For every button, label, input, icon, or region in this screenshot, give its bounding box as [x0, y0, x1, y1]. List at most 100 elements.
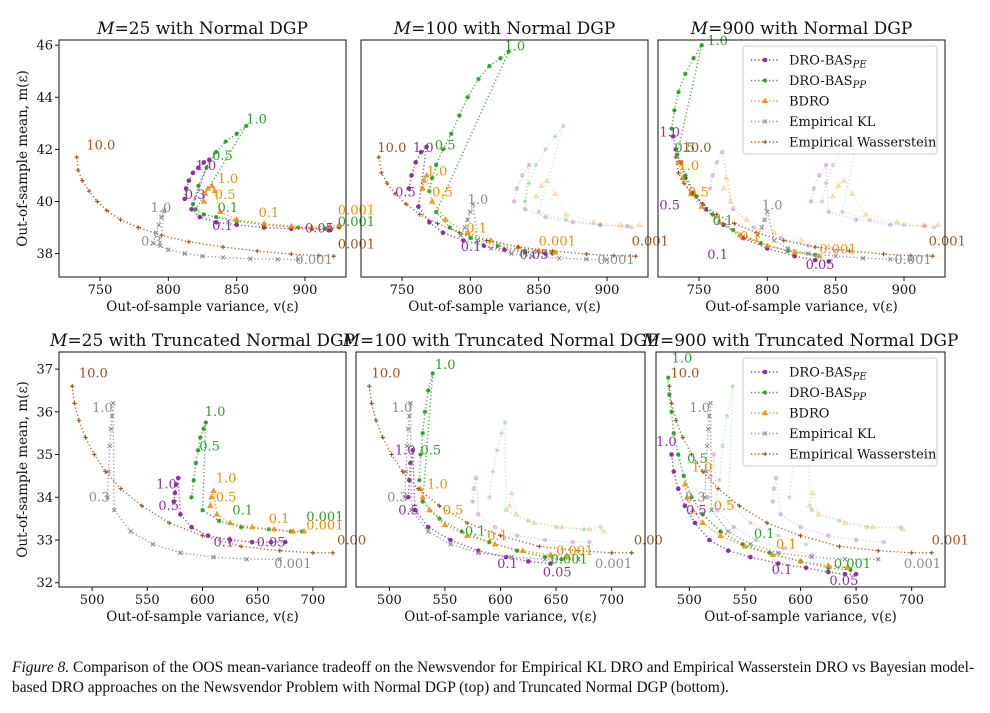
data-point	[724, 413, 730, 419]
point-annotation: 0.1	[212, 219, 233, 234]
data-point	[474, 238, 480, 243]
data-point	[103, 469, 108, 474]
series-kl	[755, 209, 914, 263]
legend-entry-bdro: BDRO	[751, 407, 829, 422]
chart-title: M=900 with Truncated Normal DGP	[642, 331, 959, 351]
point-annotation: 0.5	[686, 503, 707, 518]
data-point	[464, 532, 471, 538]
data-point	[847, 248, 852, 254]
data-point	[529, 253, 535, 259]
data-point	[336, 225, 342, 230]
point-annotation: 0.5	[212, 149, 233, 164]
data-point	[775, 561, 781, 566]
data-point	[842, 556, 848, 562]
legend-marker	[762, 431, 768, 436]
point-annotation: 0.5	[688, 185, 709, 200]
data-point	[758, 240, 763, 246]
data-point	[680, 435, 685, 440]
plot-area	[666, 375, 934, 577]
point-annotation: 0.5	[659, 198, 680, 213]
x-tick-label: 600	[190, 593, 215, 608]
legend-label: DRO-BASPE	[789, 54, 867, 71]
data-point	[289, 528, 297, 534]
point-annotation: 0.1	[214, 535, 235, 550]
point-annotation: 1.0	[218, 172, 239, 187]
data-point	[853, 571, 859, 577]
point-annotation: 0.001	[904, 557, 941, 572]
x-tick-label: 700	[599, 593, 624, 608]
point-annotation: 0.1	[707, 248, 728, 263]
data-point	[543, 147, 548, 152]
data-point	[805, 251, 811, 256]
data-point	[550, 251, 555, 256]
data-point	[254, 248, 260, 254]
data-point	[876, 548, 881, 553]
data-point	[417, 212, 422, 217]
point-annotation: 0.1	[461, 240, 482, 255]
legend-marker	[762, 78, 768, 83]
data-point	[316, 253, 321, 258]
data-point	[418, 149, 424, 155]
data-point	[70, 383, 75, 389]
point-annotation: 0.5	[395, 185, 416, 200]
data-point	[537, 544, 542, 549]
data-point	[633, 253, 638, 259]
point-annotation: 1.0	[435, 358, 456, 373]
chart-panel: M=900 with Truncated Normal DGP1.010.01.…	[642, 331, 969, 625]
series-bdro	[200, 182, 343, 230]
point-annotation: 0.1	[713, 214, 734, 229]
axes-frame	[360, 39, 649, 278]
data-point	[522, 206, 528, 212]
data-point	[720, 185, 727, 191]
data-point	[570, 220, 576, 225]
series-bdro	[417, 485, 571, 560]
point-annotation: 0.05	[257, 535, 286, 550]
data-point	[300, 528, 308, 534]
point-annotation: 0.1	[772, 563, 793, 578]
series-faded-pe	[808, 162, 927, 229]
x-tick-label: 600	[488, 593, 513, 608]
point-annotation: 0.5	[398, 503, 419, 518]
data-point	[717, 477, 722, 483]
data-point	[675, 158, 682, 165]
data-point	[189, 206, 194, 212]
data-point	[465, 95, 470, 100]
data-point	[809, 507, 814, 513]
point-annotation: 0.5	[199, 439, 220, 454]
data-point	[542, 554, 548, 560]
data-point	[718, 529, 723, 534]
data-point	[183, 186, 189, 191]
y-axis-label: Out-of-sample mean, m(ε)	[15, 381, 31, 557]
series-kl	[402, 400, 581, 562]
data-point	[244, 556, 250, 562]
data-point	[617, 221, 624, 228]
data-point	[689, 452, 694, 457]
data-point	[815, 510, 822, 517]
data-point	[198, 435, 203, 440]
series-line	[722, 177, 829, 247]
data-point	[929, 550, 934, 556]
data-point	[709, 507, 714, 513]
x-tick-label: 800	[458, 283, 483, 298]
data-point	[803, 565, 809, 571]
data-point	[704, 443, 710, 449]
series-faded-pp	[522, 123, 634, 230]
data-point	[604, 257, 610, 263]
data-point	[379, 170, 384, 176]
point-annotation: 0.5	[435, 138, 456, 153]
legend: DRO-BASPE DRO-BASPP BDRO Empirical KL Empiri…	[742, 45, 938, 155]
point-annotation: 1.0	[762, 198, 783, 213]
data-point	[740, 542, 745, 547]
data-point	[702, 494, 708, 500]
legend-label: Empirical Wasserstein	[789, 448, 937, 463]
series-line	[772, 477, 884, 543]
chart-panel: M=100 with Normal DGP1.00.51.010.00.51.0…	[360, 19, 669, 315]
data-point	[495, 243, 500, 248]
data-point	[205, 533, 211, 539]
data-point	[819, 199, 825, 204]
chart-title: M=100 with Normal DGP	[393, 19, 616, 39]
data-point	[448, 541, 453, 547]
point-annotation: 0.001	[338, 215, 375, 230]
data-point	[190, 201, 196, 207]
x-tick-label: 800	[755, 283, 780, 298]
